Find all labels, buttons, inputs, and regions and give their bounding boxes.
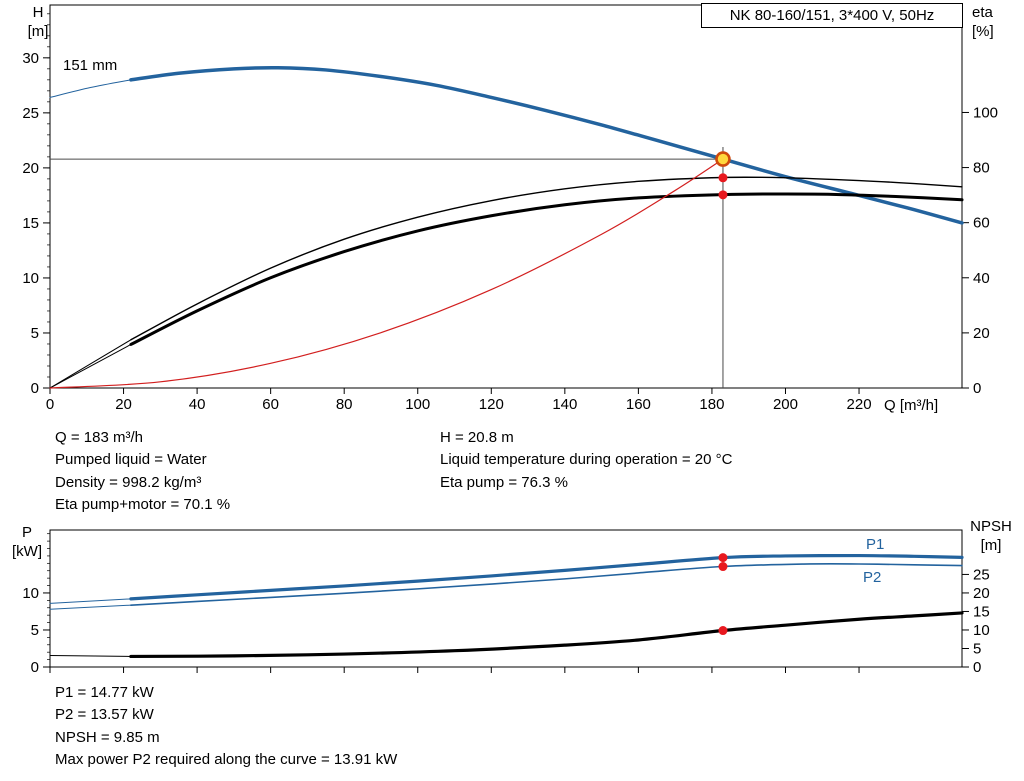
h-axis-label: H [m] (20, 3, 56, 41)
y-tick-label-left: 30 (22, 50, 39, 67)
power-info-line: NPSH = 9.85 m (55, 728, 160, 746)
p2-leadin (49, 604, 132, 610)
p1-curve (129, 553, 964, 601)
x-tick-label: 120 (479, 396, 504, 413)
head-curve-leadin (49, 79, 132, 98)
x-tick-label: 0 (46, 396, 54, 413)
p-axis-label: P [kW] (4, 523, 50, 561)
x-tick-label: 20 (115, 396, 132, 413)
x-tick-label: 100 (405, 396, 430, 413)
eta-axis-label: eta [%] (972, 3, 1012, 41)
y-tick-label-left: 5 (31, 622, 39, 639)
power-info-line: P2 = 13.57 kW (55, 706, 154, 724)
x-tick-label: 140 (552, 396, 577, 413)
p1-leadin (49, 598, 132, 604)
p-axis-unit: [kW] (12, 543, 42, 560)
npsh-point[interactable] (718, 626, 728, 636)
y-tick-label-left: 0 (31, 380, 39, 397)
eta-pump-motor-curve (129, 192, 964, 346)
duty-info-column-2: H = 20.8 m Liquid temperature during ope… (440, 427, 732, 494)
power-info-line: P1 = 14.77 kW (55, 684, 154, 701)
x-tick-label: 220 (847, 396, 872, 413)
npsh-leadin (49, 655, 132, 657)
duty-point[interactable] (715, 151, 731, 167)
npsh-axis-symbol: NPSH (970, 518, 1012, 535)
y-tick-label-left: 10 (22, 270, 39, 287)
npsh-axis-unit: [m] (980, 537, 1002, 554)
x-tick-label: 60 (262, 396, 279, 413)
y-tick-label-right: 80 (973, 160, 990, 177)
p1-curve-label: P1 (866, 536, 885, 553)
p2-curve (130, 563, 963, 606)
plot-frame (49, 529, 963, 668)
h-axis-symbol: H (32, 4, 44, 21)
duty-info-line: Eta pump = 76.3 % (440, 473, 568, 491)
eta-pump-leadin (49, 339, 132, 389)
pump-title-box: NK 80-160/151, 3*400 V, 50Hz (701, 3, 963, 28)
y-tick-label-right: 5 (973, 640, 981, 657)
y-tick-label-left: 5 (31, 325, 39, 342)
duty-info-line: Pumped liquid = Water (55, 451, 207, 469)
duty-info-line: Density = 998.2 kg/m³ (55, 473, 202, 491)
y-tick-label-left: 25 (22, 105, 39, 122)
q-axis-label: Q [m³/h] (884, 397, 939, 414)
npsh-axis-label: NPSH [m] (962, 517, 1020, 555)
head-curve-151mm (129, 65, 964, 225)
x-tick-label: 160 (626, 396, 651, 413)
duty-info-column-1: Q = 183 m³/h Pumped liquid = Water Densi… (55, 427, 230, 517)
y-tick-label-right: 20 (973, 325, 990, 342)
y-tick-label-left: 15 (22, 215, 39, 232)
y-tick-label-right: 40 (973, 270, 990, 287)
y-tick-label-right: 15 (973, 603, 990, 620)
y-tick-label-right: 0 (973, 380, 981, 397)
duty-info-line: Eta pump+motor = 70.1 % (55, 496, 231, 514)
power-info-block: P1 = 14.77 kW P2 = 13.57 kW NPSH = 9.85 … (55, 682, 397, 772)
duty-info-line: Liquid temperature during operation = 20… (440, 451, 733, 469)
power-info-line: Max power P2 required along the curve = … (55, 751, 398, 769)
p1-point[interactable] (718, 553, 728, 563)
y-tick-label-right: 10 (973, 622, 990, 639)
x-tick-label: 180 (699, 396, 724, 413)
eta-axis-symbol: eta (972, 4, 993, 21)
p-axis-symbol: P (21, 524, 32, 541)
eta-axis-unit: [%] (972, 23, 994, 40)
npsh-curve (129, 611, 964, 659)
y-tick-label-right: 100 (973, 104, 998, 121)
y-tick-label-right: 25 (973, 566, 990, 583)
p2-curve-label: P2 (863, 569, 882, 586)
duty-info-line: H = 20.8 m (440, 429, 514, 446)
eta-pump-point[interactable] (718, 173, 728, 183)
eta-pump-motor-leadin (49, 343, 132, 389)
x-tick-label: 200 (773, 396, 798, 413)
duty-info-line: Q = 183 m³/h (55, 429, 143, 446)
qh-eta-chart: 0 20 40 60 80 100 120 140 160 180 200 2200510152025… (22, 4, 998, 413)
plot-frame (49, 4, 963, 389)
eta-pump-motor-point[interactable] (718, 190, 728, 200)
y-tick-label-left: 20 (22, 160, 39, 177)
system-curve (49, 158, 724, 389)
y-tick-label-left: 0 (31, 659, 39, 675)
y-tick-label-right: 60 (973, 215, 990, 232)
impeller-size-label: 151 mm (63, 57, 118, 74)
h-axis-unit: [m] (27, 23, 49, 40)
x-tick-label: 40 (189, 396, 206, 413)
x-tick-label: 80 (336, 396, 353, 413)
eta-pump-curve (130, 176, 963, 341)
y-tick-label-right: 0 (973, 659, 981, 675)
y-tick-label-left: 10 (22, 585, 39, 602)
p2-point[interactable] (718, 562, 728, 572)
y-tick-label-right: 20 (973, 585, 990, 602)
